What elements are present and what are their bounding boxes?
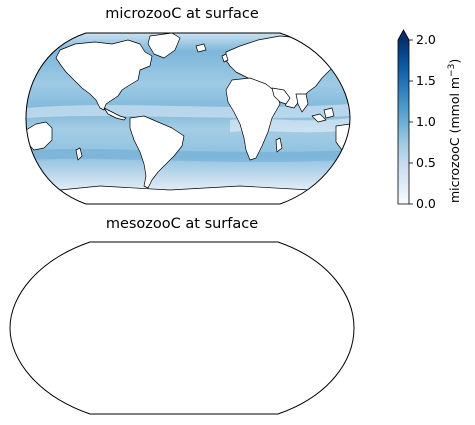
- colorbar-tick-label: 1.5: [416, 73, 436, 88]
- landmass-japan: [341, 63, 349, 77]
- landmass-central-america: [103, 107, 127, 121]
- landmass-antarctica: [26, 185, 350, 204]
- colorbar-tick-label: 2.0: [416, 32, 436, 47]
- colorbar-tick-label: 0.0: [416, 196, 436, 211]
- colorbar: [397, 29, 413, 205]
- landmass-iceland: [195, 43, 207, 53]
- colorbar-title: microzooC (mmol m−3): [447, 59, 462, 203]
- colorbar-title-exponent: −3: [447, 63, 457, 77]
- map2-boundary: [9, 241, 355, 415]
- map1: [25, 32, 351, 205]
- map1-boundary: [25, 32, 351, 205]
- map1-ocean-band: [26, 149, 350, 162]
- colorbar-title-close: ): [447, 58, 463, 64]
- colorbar-extend-max: [398, 30, 409, 40]
- landmass-north-america: [55, 39, 153, 111]
- landmass-new-zealand: [75, 147, 83, 161]
- colorbar-outline: [397, 29, 410, 205]
- landmass-borneo: [323, 107, 335, 119]
- landmass-india: [295, 93, 309, 113]
- colorbar-tick-label: 0.5: [416, 155, 436, 170]
- map1-title: microzooC at surface: [105, 6, 259, 22]
- landmass-south-america: [129, 115, 185, 189]
- landmass-indonesia: [311, 113, 327, 123]
- colorbar-ticks: [409, 39, 413, 205]
- landmass-greenland: [147, 33, 181, 59]
- colorbar-gradient: [398, 40, 409, 204]
- landmass-madagascar: [275, 137, 283, 153]
- colorbar-title-text: microzooC (mmol m: [447, 76, 463, 203]
- landmass-uk: [221, 53, 229, 63]
- colorbar-tick-label: 1.0: [416, 114, 436, 129]
- map2-title: mesozooC at surface: [105, 216, 259, 232]
- landmass-arabia: [271, 87, 291, 105]
